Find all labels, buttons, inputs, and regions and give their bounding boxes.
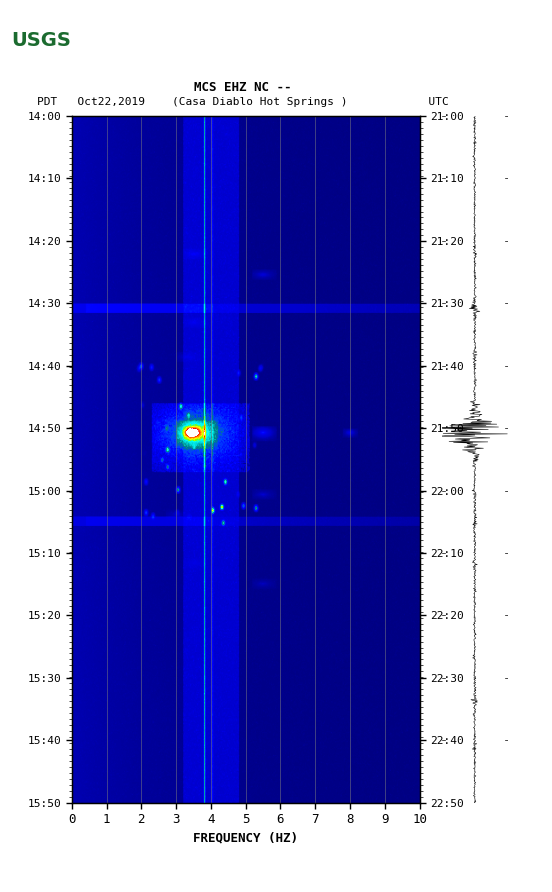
Text: MCS EHZ NC --: MCS EHZ NC --: [194, 80, 291, 94]
Text: PDT   Oct22,2019    (Casa Diablo Hot Springs )            UTC: PDT Oct22,2019 (Casa Diablo Hot Springs …: [37, 97, 449, 107]
X-axis label: FREQUENCY (HZ): FREQUENCY (HZ): [193, 831, 298, 845]
Text: USGS: USGS: [11, 31, 71, 50]
